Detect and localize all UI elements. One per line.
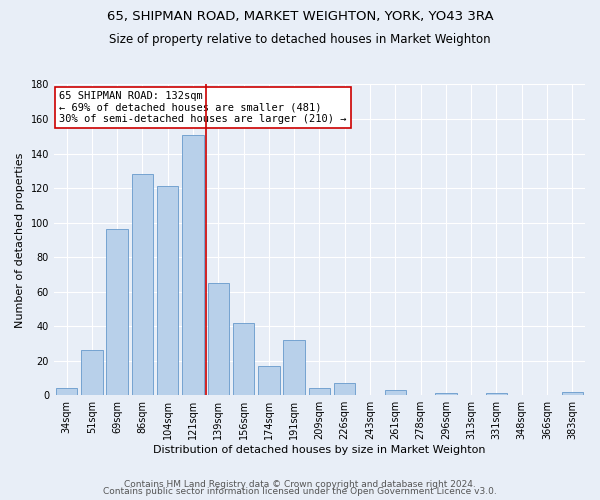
Bar <box>56 388 77 395</box>
Bar <box>283 340 305 395</box>
Text: 65, SHIPMAN ROAD, MARKET WEIGHTON, YORK, YO43 3RA: 65, SHIPMAN ROAD, MARKET WEIGHTON, YORK,… <box>107 10 493 23</box>
Text: Contains public sector information licensed under the Open Government Licence v3: Contains public sector information licen… <box>103 487 497 496</box>
Y-axis label: Number of detached properties: Number of detached properties <box>15 152 25 328</box>
Bar <box>81 350 103 395</box>
X-axis label: Distribution of detached houses by size in Market Weighton: Distribution of detached houses by size … <box>153 445 486 455</box>
Text: 65 SHIPMAN ROAD: 132sqm
← 69% of detached houses are smaller (481)
30% of semi-d: 65 SHIPMAN ROAD: 132sqm ← 69% of detache… <box>59 90 347 124</box>
Bar <box>435 394 457 395</box>
Text: Size of property relative to detached houses in Market Weighton: Size of property relative to detached ho… <box>109 32 491 46</box>
Bar <box>334 383 355 395</box>
Bar <box>182 134 204 395</box>
Bar <box>562 392 583 395</box>
Bar <box>208 283 229 395</box>
Bar <box>106 230 128 395</box>
Bar <box>258 366 280 395</box>
Bar <box>157 186 178 395</box>
Bar <box>486 394 507 395</box>
Bar <box>309 388 330 395</box>
Bar <box>131 174 153 395</box>
Bar <box>233 322 254 395</box>
Text: Contains HM Land Registry data © Crown copyright and database right 2024.: Contains HM Land Registry data © Crown c… <box>124 480 476 489</box>
Bar <box>385 390 406 395</box>
